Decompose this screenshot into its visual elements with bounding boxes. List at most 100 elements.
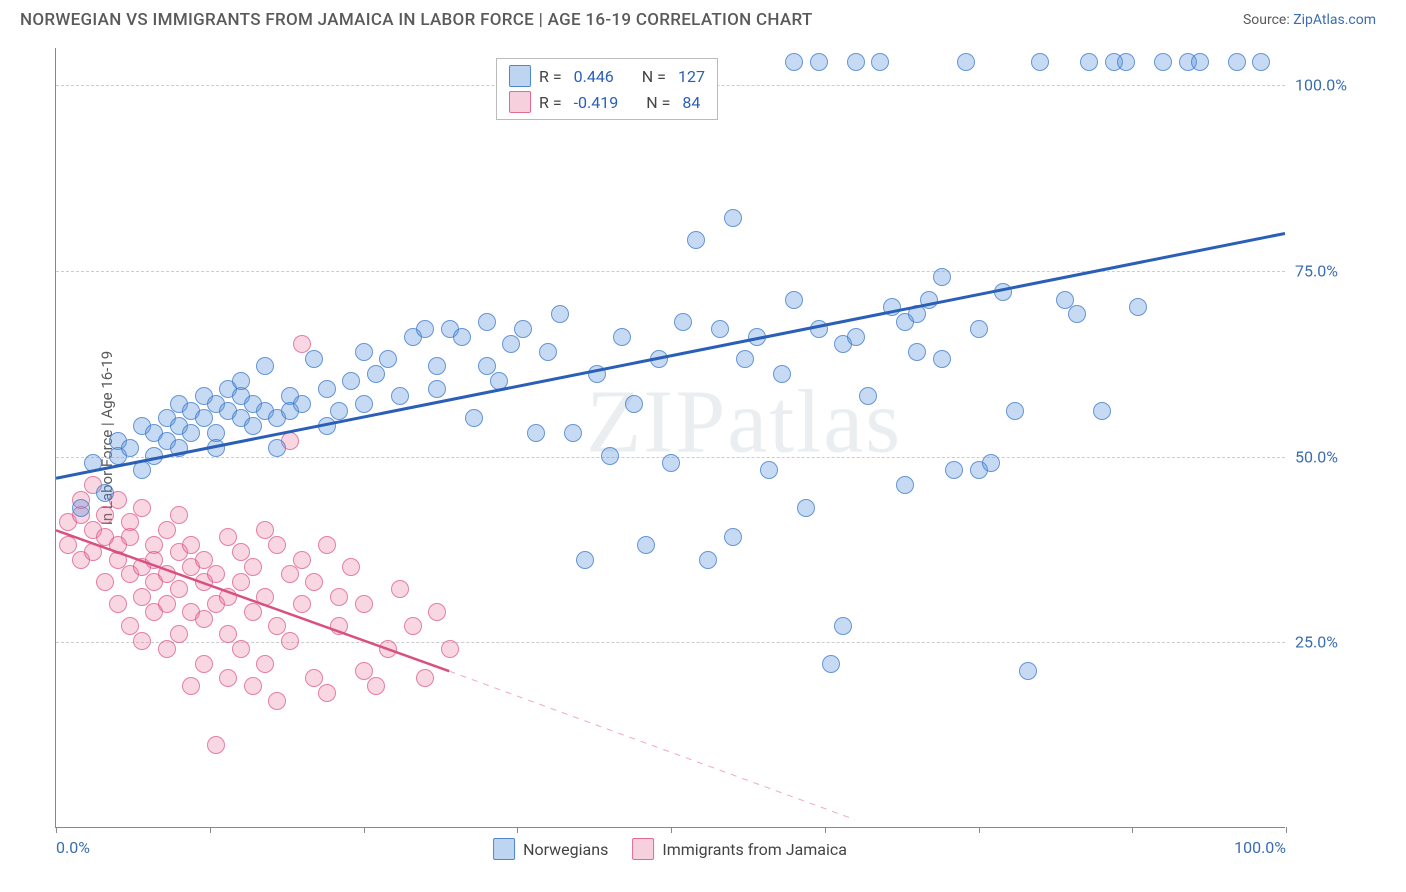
data-point-norwegian (1228, 53, 1246, 71)
data-point-norwegian (834, 617, 852, 635)
data-point-norwegian (601, 447, 619, 465)
data-point-norwegian (760, 461, 778, 479)
data-point-norwegian (847, 53, 865, 71)
data-point-norwegian (933, 268, 951, 286)
data-point-norwegian (490, 372, 508, 390)
data-point-norwegian (859, 387, 877, 405)
data-point-norwegian (232, 372, 250, 390)
data-point-norwegian (539, 343, 557, 361)
ytick-label: 50.0% (1295, 447, 1375, 466)
data-point-norwegian (72, 499, 90, 517)
data-point-jamaica (170, 625, 188, 643)
ytick-label: 75.0% (1295, 261, 1375, 280)
data-point-jamaica (256, 655, 274, 673)
xtick (671, 827, 672, 833)
data-point-jamaica (318, 684, 336, 702)
data-point-norwegian (908, 305, 926, 323)
data-point-jamaica (281, 632, 299, 650)
data-point-jamaica (195, 551, 213, 569)
data-point-norwegian (305, 350, 323, 368)
xtick (210, 827, 211, 833)
data-point-norwegian (945, 461, 963, 479)
data-point-jamaica (268, 617, 286, 635)
data-point-norwegian (551, 305, 569, 323)
data-point-norwegian (121, 439, 139, 457)
data-point-jamaica (232, 543, 250, 561)
data-point-norwegian (478, 313, 496, 331)
data-point-norwegian (699, 551, 717, 569)
data-point-norwegian (736, 350, 754, 368)
data-point-jamaica (379, 640, 397, 658)
xtick (364, 827, 365, 833)
data-point-jamaica (158, 595, 176, 613)
data-point-jamaica (219, 669, 237, 687)
data-point-norwegian (982, 454, 1000, 472)
data-point-jamaica (121, 617, 139, 635)
data-point-norwegian (785, 53, 803, 71)
xtick (1286, 827, 1287, 833)
ytick-label: 25.0% (1295, 633, 1375, 652)
ytick-label: 100.0% (1295, 76, 1375, 95)
xtick-label: 100.0% (1234, 838, 1286, 857)
data-point-jamaica (256, 521, 274, 539)
data-point-jamaica (170, 506, 188, 524)
data-point-jamaica (195, 655, 213, 673)
plot-region: ZIPatlas 25.0%50.0%75.0%100.0%0.0%100.0%… (55, 48, 1285, 828)
data-point-jamaica (391, 580, 409, 598)
data-point-jamaica (207, 736, 225, 754)
n-label: N = (646, 93, 670, 112)
data-point-norwegian (1117, 53, 1135, 71)
xtick (56, 827, 57, 833)
data-point-norwegian (318, 380, 336, 398)
swatch-blue-icon (493, 838, 515, 860)
data-point-jamaica (158, 521, 176, 539)
data-point-norwegian (687, 231, 705, 249)
data-point-norwegian (207, 439, 225, 457)
data-point-norwegian (256, 357, 274, 375)
data-point-norwegian (576, 551, 594, 569)
gridline (56, 271, 1285, 272)
data-point-jamaica (109, 595, 127, 613)
legend-label: Norwegians (523, 840, 608, 859)
legend-label: Immigrants from Jamaica (662, 840, 847, 859)
data-point-jamaica (268, 692, 286, 710)
data-point-norwegian (970, 320, 988, 338)
data-point-norwegian (84, 454, 102, 472)
data-point-jamaica (367, 677, 385, 695)
data-point-jamaica (244, 558, 262, 576)
data-point-norwegian (847, 328, 865, 346)
data-point-norwegian (1093, 402, 1111, 420)
data-point-jamaica (133, 632, 151, 650)
data-point-jamaica (330, 588, 348, 606)
data-point-norwegian (564, 424, 582, 442)
data-point-norwegian (650, 350, 668, 368)
data-point-norwegian (810, 320, 828, 338)
data-point-jamaica (441, 640, 459, 658)
data-point-jamaica (428, 603, 446, 621)
data-point-jamaica (145, 551, 163, 569)
data-point-norwegian (871, 53, 889, 71)
n-value-pink: 84 (682, 93, 700, 112)
data-point-jamaica (133, 499, 151, 517)
data-point-norwegian (182, 424, 200, 442)
data-point-jamaica (195, 610, 213, 628)
data-point-norwegian (957, 53, 975, 71)
data-point-jamaica (170, 580, 188, 598)
swatch-blue-icon (509, 65, 531, 87)
legend-item-norwegians: Norwegians (493, 838, 608, 860)
data-point-norwegian (268, 439, 286, 457)
data-point-norwegian (416, 320, 434, 338)
data-point-jamaica (219, 528, 237, 546)
data-point-norwegian (625, 395, 643, 413)
data-point-norwegian (613, 328, 631, 346)
r-label: R = (539, 67, 562, 86)
data-point-norwegian (896, 476, 914, 494)
data-point-jamaica (158, 640, 176, 658)
data-point-jamaica (342, 558, 360, 576)
source-link[interactable]: ZipAtlas.com (1293, 12, 1376, 28)
data-point-jamaica (84, 543, 102, 561)
r-value-blue: 0.446 (574, 67, 614, 86)
data-point-norwegian (330, 402, 348, 420)
data-point-jamaica (133, 588, 151, 606)
data-point-jamaica (244, 603, 262, 621)
